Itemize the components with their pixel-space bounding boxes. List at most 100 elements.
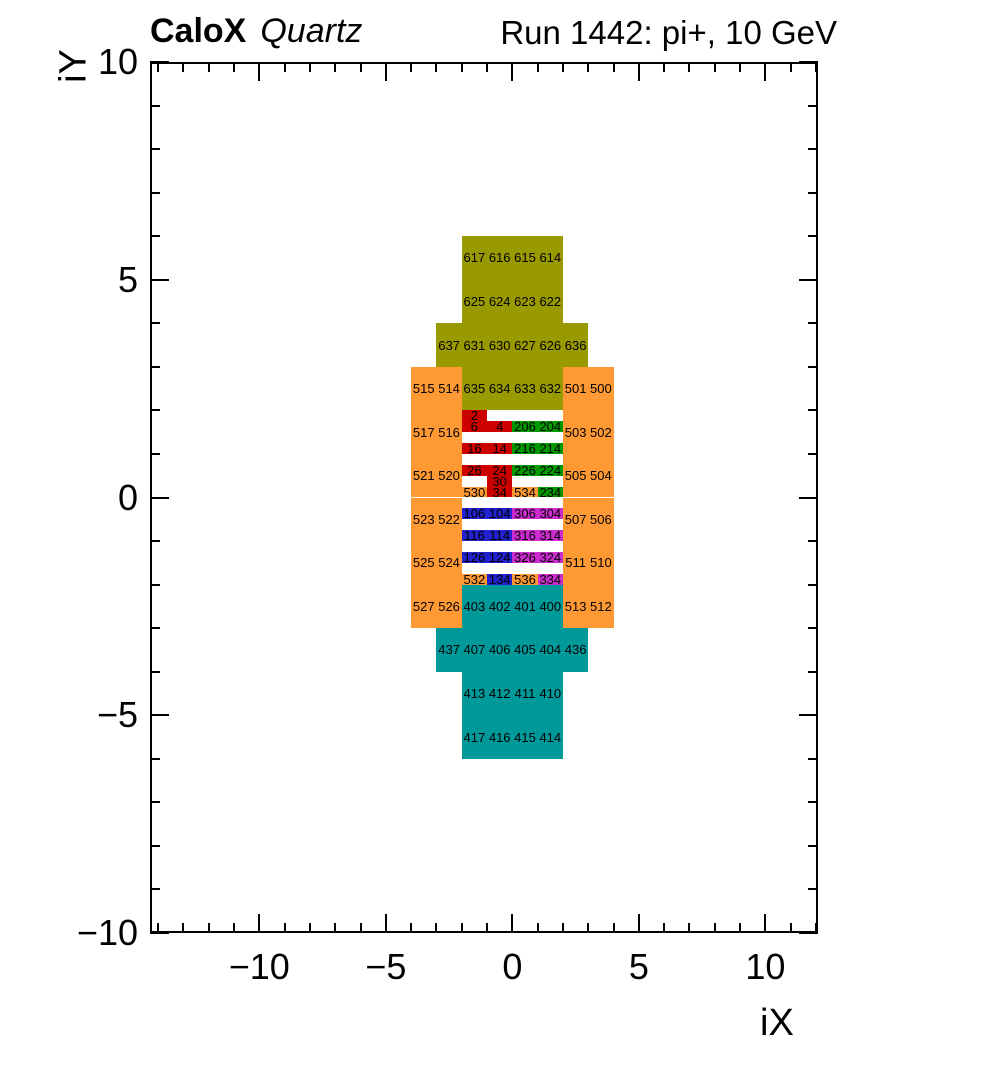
y-tick bbox=[808, 365, 818, 368]
cell-label: 417 bbox=[463, 729, 486, 745]
cell-label: 104 bbox=[488, 506, 511, 522]
cell-label: 625 bbox=[463, 294, 486, 310]
y-tick bbox=[808, 191, 818, 194]
cell-324: 324 bbox=[537, 551, 563, 564]
cell-503: 503 bbox=[562, 410, 589, 454]
x-tick bbox=[663, 923, 666, 933]
x-tick-label: 0 bbox=[502, 946, 523, 987]
cell-507: 507 bbox=[562, 497, 589, 542]
x-tick bbox=[789, 62, 792, 72]
y-tick-label: 5 bbox=[117, 258, 138, 300]
y-tick bbox=[150, 583, 160, 586]
x-tick bbox=[410, 62, 413, 72]
cell-label: 436 bbox=[564, 642, 587, 658]
x-tick bbox=[739, 923, 742, 933]
cell-label: 407 bbox=[463, 642, 486, 658]
x-tick bbox=[688, 923, 691, 933]
cell-label: 404 bbox=[539, 642, 562, 658]
cell-226: 226 bbox=[512, 462, 538, 478]
cell-label: 516 bbox=[438, 424, 460, 440]
y-tick bbox=[150, 452, 160, 455]
cell-label: 624 bbox=[488, 294, 511, 310]
y-tick bbox=[150, 757, 160, 760]
cell-116: 116 bbox=[461, 529, 488, 542]
cell-label: 314 bbox=[539, 528, 562, 544]
x-tick bbox=[536, 62, 539, 72]
cell-532: 532 bbox=[461, 573, 488, 586]
cell-514: 514 bbox=[436, 366, 462, 411]
cell-334: 334 bbox=[537, 573, 563, 586]
y-tick bbox=[150, 322, 160, 325]
y-tick bbox=[150, 844, 160, 847]
cell-206: 206 bbox=[512, 420, 538, 433]
cell-2: 2 bbox=[461, 408, 488, 424]
detector-name: Quartz bbox=[260, 12, 363, 50]
plot-title-run-info: Run 1442: pi+, 10 GeV bbox=[500, 14, 837, 51]
cell-407: 407 bbox=[461, 628, 488, 672]
x-tick bbox=[435, 62, 438, 72]
cell-400: 400 bbox=[537, 584, 563, 629]
y-tick bbox=[150, 104, 160, 107]
y-tick bbox=[150, 148, 160, 151]
y-tick bbox=[150, 409, 160, 412]
x-tick bbox=[561, 923, 564, 933]
cell-label: 124 bbox=[488, 549, 511, 565]
cell-106: 106 bbox=[461, 507, 488, 520]
cell-label: 405 bbox=[514, 642, 536, 658]
cell-511: 511 bbox=[562, 541, 589, 585]
cell-622: 622 bbox=[537, 279, 563, 324]
x-tick bbox=[283, 62, 286, 72]
cell-label: 24 bbox=[492, 462, 507, 478]
x-tick bbox=[308, 923, 311, 933]
cell-502: 502 bbox=[588, 410, 614, 454]
cell-label: 415 bbox=[514, 729, 536, 745]
cell-415: 415 bbox=[512, 715, 538, 759]
cell-522: 522 bbox=[436, 497, 462, 542]
y-tick bbox=[150, 627, 160, 630]
x-tick bbox=[157, 923, 160, 933]
cell-label: 2 bbox=[470, 408, 478, 424]
cell-26: 26 bbox=[461, 464, 488, 477]
cell-label: 504 bbox=[590, 468, 612, 484]
x-tick bbox=[435, 923, 438, 933]
x-tick bbox=[688, 62, 691, 72]
y-tick bbox=[150, 932, 169, 934]
cell-527: 527 bbox=[411, 584, 437, 629]
cell-label: 406 bbox=[488, 642, 511, 658]
cell-403: 403 bbox=[461, 584, 488, 629]
cell-402: 402 bbox=[487, 584, 513, 629]
cell-504: 504 bbox=[588, 453, 614, 498]
cell-617: 617 bbox=[461, 236, 488, 280]
cell-406: 406 bbox=[487, 628, 513, 672]
cell-405: 405 bbox=[512, 628, 538, 672]
cell-417: 417 bbox=[461, 715, 488, 759]
cell-316: 316 bbox=[512, 529, 538, 542]
cell-label: 513 bbox=[564, 598, 587, 614]
x-tick bbox=[258, 62, 261, 81]
cell-627: 627 bbox=[512, 323, 538, 367]
cell-label: 126 bbox=[463, 549, 486, 565]
y-tick bbox=[799, 714, 818, 717]
cell-214: 214 bbox=[537, 442, 563, 455]
cell-204: 204 bbox=[537, 420, 563, 433]
x-tick bbox=[334, 923, 337, 933]
y-tick bbox=[150, 365, 160, 368]
y-tick bbox=[150, 540, 160, 543]
cell-label: 526 bbox=[438, 598, 460, 614]
y-tick bbox=[150, 278, 169, 281]
cell-624: 624 bbox=[487, 279, 513, 324]
x-tick bbox=[233, 923, 235, 933]
cell-label: 633 bbox=[514, 381, 536, 397]
x-tick bbox=[814, 62, 817, 72]
cell-134: 134 bbox=[487, 571, 513, 587]
cell-513: 513 bbox=[562, 584, 589, 629]
cell-label: 226 bbox=[514, 462, 536, 478]
cell-label: 437 bbox=[438, 642, 460, 658]
cell-label: 510 bbox=[590, 555, 612, 571]
cell-505: 505 bbox=[562, 453, 589, 498]
cell-126: 126 bbox=[461, 549, 488, 565]
x-tick bbox=[511, 914, 514, 933]
y-tick bbox=[808, 844, 818, 847]
cell-label: 134 bbox=[488, 571, 511, 587]
